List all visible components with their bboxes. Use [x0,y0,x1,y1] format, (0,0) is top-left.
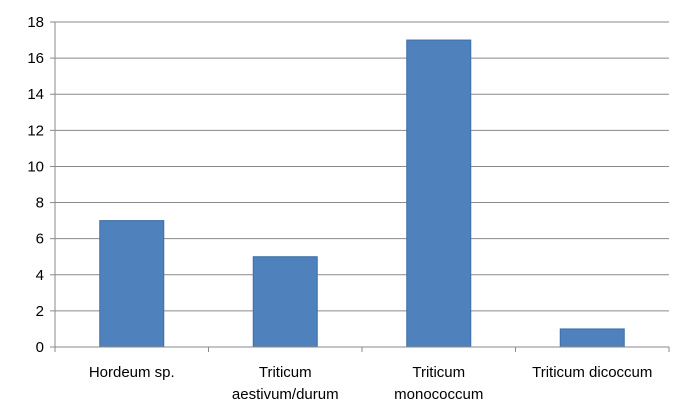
y-tick-label: 6 [36,231,44,248]
x-tick-label: Triticum dicoccum [532,364,652,381]
bar [406,39,472,348]
x-tick-label: Triticum monococcum [394,364,483,403]
y-tick-label: 2 [36,303,44,320]
bars [99,39,625,348]
x-tick-label: Hordeum sp. [89,364,175,381]
y-tick-labels: 0 2 4 6 8 10 12 14 16 18 [27,14,44,356]
bar [252,256,318,348]
y-tick-label: 4 [36,267,44,284]
y-tick-label: 16 [27,50,44,67]
axes [50,21,670,352]
x-tick-labels: Hordeum sp. Triticum aestivum/durum Triticu… [89,364,653,403]
y-tick-label: 14 [27,86,44,103]
y-tick-label: 0 [36,339,44,356]
y-tick-label: 12 [27,122,44,139]
y-tick-label: 10 [27,158,44,175]
bar [559,328,625,348]
x-tick-label: Triticum aestivum/durum [232,364,339,403]
y-tick-label: 8 [36,195,44,212]
y-tick-label: 18 [27,14,44,31]
bar [99,220,165,348]
